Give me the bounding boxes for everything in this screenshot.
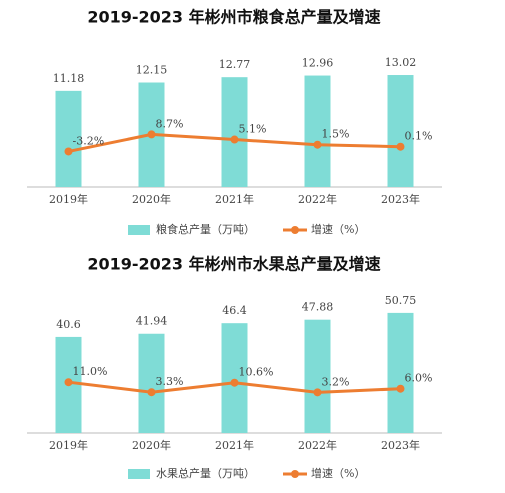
x-tick-label: 2022年 xyxy=(298,192,337,206)
data-label: 13.02 xyxy=(385,56,417,69)
line-point xyxy=(64,378,73,387)
data-label: 11.0% xyxy=(73,365,108,378)
bar xyxy=(138,333,165,433)
legend-swatch xyxy=(291,470,299,478)
legend-swatch xyxy=(291,226,299,234)
line-point xyxy=(396,384,405,393)
line-point xyxy=(147,130,156,139)
chart-title: 2019-2023 年彬州市粮食总产量及增速 xyxy=(87,8,380,27)
legend-label: 增速（%） xyxy=(311,466,365,480)
bar xyxy=(221,77,248,187)
data-label: 0.1% xyxy=(405,130,433,143)
x-tick-label: 2023年 xyxy=(381,438,420,452)
data-label: 12.96 xyxy=(302,57,334,70)
data-label: 5.1% xyxy=(239,123,267,136)
x-tick-label: 2020年 xyxy=(132,438,171,452)
data-label: 46.4 xyxy=(222,304,247,317)
line-point xyxy=(64,147,73,156)
bar xyxy=(304,75,331,187)
data-label: 3.2% xyxy=(322,375,350,388)
data-label: 11.18 xyxy=(53,72,85,85)
data-label: 1.5% xyxy=(322,128,350,141)
chart-title: 2019-2023 年彬州市水果总产量及增速 xyxy=(87,255,380,274)
legend-label: 增速（%） xyxy=(311,222,365,236)
legend-label: 水果总产量（万吨） xyxy=(156,466,255,480)
data-label: -3.2% xyxy=(73,134,105,147)
x-tick-label: 2022年 xyxy=(298,438,337,452)
line-point xyxy=(313,388,322,397)
line-point xyxy=(230,135,239,144)
data-label: 3.3% xyxy=(156,375,184,388)
data-label: 6.0% xyxy=(405,372,433,385)
data-label: 10.6% xyxy=(239,366,274,379)
data-label: 12.77 xyxy=(219,58,251,71)
data-label: 8.7% xyxy=(156,117,184,130)
legend-swatch xyxy=(128,225,150,235)
bar xyxy=(304,319,331,433)
bar xyxy=(387,75,414,187)
x-tick-label: 2023年 xyxy=(381,192,420,206)
bar xyxy=(55,90,82,187)
legend-swatch xyxy=(128,469,150,479)
x-tick-label: 2019年 xyxy=(49,438,88,452)
line-point xyxy=(396,142,405,151)
bar xyxy=(221,323,248,433)
line-point xyxy=(313,140,322,149)
data-label: 41.94 xyxy=(136,315,168,328)
x-tick-label: 2020年 xyxy=(132,192,171,206)
data-label: 40.6 xyxy=(56,318,81,331)
data-label: 47.88 xyxy=(302,301,334,314)
line-point xyxy=(147,388,156,397)
x-tick-label: 2021年 xyxy=(215,438,254,452)
data-label: 50.75 xyxy=(385,294,417,307)
data-label: 12.15 xyxy=(136,64,168,77)
line-point xyxy=(230,378,239,387)
bar xyxy=(387,312,414,433)
x-tick-label: 2021年 xyxy=(215,192,254,206)
x-tick-label: 2019年 xyxy=(49,192,88,206)
legend-label: 粮食总产量（万吨） xyxy=(156,222,255,236)
